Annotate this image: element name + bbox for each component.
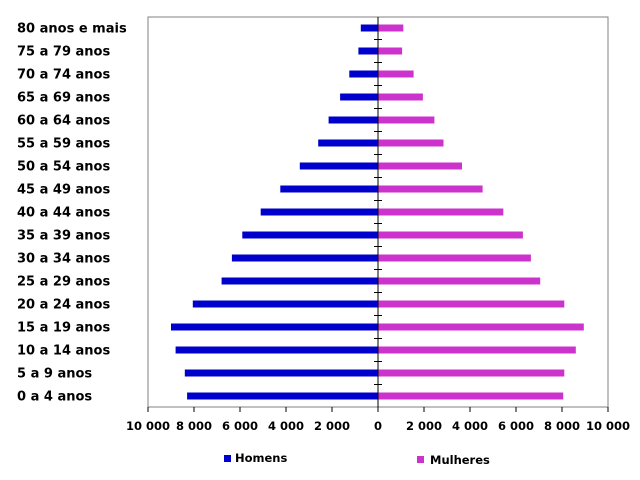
bar-homens xyxy=(318,139,378,147)
category-label: 80 anos e mais xyxy=(17,22,127,37)
bar-mulheres xyxy=(378,231,523,239)
bar-homens xyxy=(187,392,378,400)
category-label: 60 a 64 anos xyxy=(17,114,110,129)
legend: Homens Mulheres xyxy=(224,451,490,467)
x-tick-label: 8 000 xyxy=(544,419,580,433)
bar-mulheres xyxy=(378,392,564,400)
x-tick-label: 4 000 xyxy=(268,419,304,433)
bar-mulheres xyxy=(378,208,504,216)
x-tick-label: 0 xyxy=(374,419,382,433)
category-label: 25 a 29 anos xyxy=(17,275,110,290)
bar-mulheres xyxy=(378,162,462,170)
x-tick-label: 8 000 xyxy=(176,419,212,433)
x-tick-label: 6 000 xyxy=(222,419,258,433)
x-tick-label: 10 000 xyxy=(126,419,170,433)
bar-homens xyxy=(299,162,378,170)
bar-homens xyxy=(231,254,378,262)
category-label: 20 a 24 anos xyxy=(17,298,110,313)
x-tick-label: 2 000 xyxy=(406,419,442,433)
x-tick-label: 10 000 xyxy=(586,419,630,433)
bar-mulheres xyxy=(378,277,541,285)
legend-label-mulheres: Mulheres xyxy=(430,453,490,467)
category-label: 10 a 14 anos xyxy=(17,344,110,359)
legend-label-homens: Homens xyxy=(235,451,287,465)
bar-homens xyxy=(358,47,378,55)
bar-homens xyxy=(221,277,378,285)
x-tick-label: 6 000 xyxy=(498,419,534,433)
bar-homens xyxy=(260,208,378,216)
category-label: 0 a 4 anos xyxy=(17,390,92,405)
category-label: 50 a 54 anos xyxy=(17,160,110,175)
bar-homens xyxy=(328,116,378,124)
bar-mulheres xyxy=(378,116,435,124)
bar-homens xyxy=(349,70,379,78)
category-label: 65 a 69 anos xyxy=(17,91,110,106)
category-label: 30 a 34 anos xyxy=(17,252,110,267)
bar-mulheres xyxy=(378,139,444,147)
category-label: 35 a 39 anos xyxy=(17,229,110,244)
bar-mulheres xyxy=(378,24,404,32)
category-label: 45 a 49 anos xyxy=(17,183,110,198)
bar-homens xyxy=(175,346,378,354)
bar-mulheres xyxy=(378,93,423,101)
bar-mulheres xyxy=(378,300,565,308)
bar-mulheres xyxy=(378,346,576,354)
bar-mulheres xyxy=(378,254,531,262)
legend-swatch-mulheres xyxy=(417,456,424,463)
category-label: 15 a 19 anos xyxy=(17,321,110,336)
bar-homens xyxy=(280,185,379,193)
bars-group xyxy=(171,24,584,400)
bar-homens xyxy=(192,300,378,308)
bar-mulheres xyxy=(378,323,584,331)
category-label: 5 a 9 anos xyxy=(17,367,92,382)
category-label: 75 a 79 anos xyxy=(17,45,110,60)
bar-homens xyxy=(184,369,378,377)
bar-mulheres xyxy=(378,47,403,55)
x-axis-ticks: 10 000 8 000 6 000 4 000 2 000 0 2 000 4 000 6 0… xyxy=(126,407,630,433)
bar-mulheres xyxy=(378,70,414,78)
bar-homens xyxy=(171,323,378,331)
x-tick-label: 4 000 xyxy=(452,419,488,433)
bar-homens xyxy=(360,24,379,32)
bar-homens xyxy=(340,93,379,101)
category-label: 40 a 44 anos xyxy=(17,206,110,221)
center-axis xyxy=(374,17,382,407)
category-labels: 0 a 4 anos 5 a 9 anos 10 a 14 anos 15 a 19 … xyxy=(17,22,127,405)
bar-homens xyxy=(242,231,378,239)
x-tick-label: 2 000 xyxy=(314,419,350,433)
bar-mulheres xyxy=(378,185,483,193)
legend-swatch-homens xyxy=(224,455,231,462)
category-label: 70 a 74 anos xyxy=(17,68,110,83)
category-label: 55 a 59 anos xyxy=(17,137,110,152)
bar-mulheres xyxy=(378,369,565,377)
